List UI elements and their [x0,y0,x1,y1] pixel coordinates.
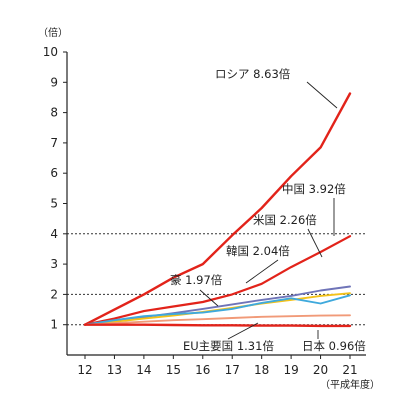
series-label-豪: 豪 1.97倍 [170,273,223,287]
x-tick-label: 14 [136,363,151,377]
series-line-中国 [83,235,352,326]
x-tick-label: 16 [195,363,210,377]
series-label-EU主要国: EU主要国 1.31倍 [183,339,274,353]
x-tick-label: 18 [254,363,269,377]
leader-line-豪 [199,289,219,307]
x-tick-label: 15 [166,363,181,377]
y-tick-label: 3 [50,257,58,271]
x-unit-label: （平成年度） [320,378,380,391]
x-tick-label: 13 [107,363,122,377]
x-tick-label: 12 [77,363,92,377]
x-tick-label: 17 [225,363,240,377]
series-lines [83,92,352,328]
annotation-leaders [199,81,338,340]
axes [63,51,366,359]
series-line-日本 [83,323,352,328]
y-unit-label: （倍） [38,26,68,39]
series-label-韓国: 韓国 2.04倍 [226,244,290,258]
leader-line-韓国 [245,259,279,284]
y-tick-label: 9 [50,75,58,89]
y-tick-label: 7 [50,136,58,150]
series-label-ロシア: ロシア 8.63倍 [215,67,291,81]
series-line-ロシア [83,92,352,326]
series-label-中国: 中国 3.92倍 [282,182,346,196]
y-tick-label: 5 [50,197,58,211]
x-tick-label: 20 [313,363,328,377]
y-tick-label: 8 [50,106,58,120]
x-tick-label: 21 [342,363,357,377]
y-tick-label: 2 [50,287,58,301]
x-tick-label: 19 [283,363,298,377]
y-tick-label: 6 [50,166,58,180]
leader-line-ロシア [306,81,338,109]
leader-line-EU主要国 [227,322,259,340]
leader-line-米国 [307,228,323,258]
series-line-EU主要国 [84,314,351,326]
series-label-米国: 米国 2.26倍 [253,213,317,227]
y-tick-label: 1 [50,318,58,332]
series-label-日本: 日本 0.96倍 [302,339,366,353]
y-tick-label: 10 [43,45,58,59]
y-tick-label: 4 [50,227,58,241]
series-line-豪 [84,294,351,326]
